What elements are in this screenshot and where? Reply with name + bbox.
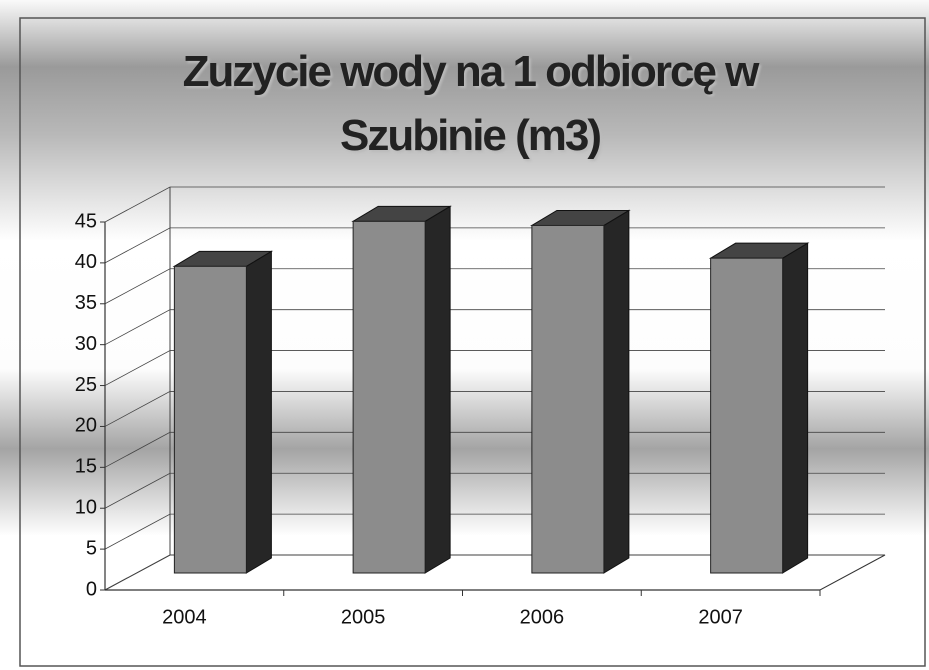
bar-front [352, 220, 426, 574]
y-tick-label: 45 [75, 210, 97, 232]
y-tick-label: 30 [75, 333, 97, 355]
grid-line [104, 431, 885, 468]
bar-side [782, 242, 809, 574]
grid-line [104, 472, 885, 509]
grid-line [104, 227, 885, 264]
grid-line [104, 309, 885, 346]
bar-front [173, 265, 247, 574]
bar [708, 242, 810, 574]
grid-line [104, 186, 885, 223]
y-tick-label: 0 [86, 578, 97, 600]
y-tick-label: 5 [86, 537, 97, 559]
bar-side [245, 250, 272, 574]
grid-line [104, 268, 885, 305]
bar-front [531, 224, 605, 574]
x-tick-label: 2004 [162, 606, 207, 628]
y-tick-label: 40 [75, 251, 97, 273]
bar [351, 205, 452, 574]
y-tick-label: 15 [75, 456, 97, 478]
x-tick-label: 2007 [698, 606, 743, 628]
bar [530, 209, 631, 574]
x-tick-label: 2006 [520, 606, 565, 628]
y-tick-label: 35 [75, 292, 97, 314]
grid-line [104, 350, 885, 386]
bar-side [603, 209, 630, 574]
bar-front [710, 257, 784, 574]
y-tick-label: 20 [75, 415, 97, 437]
y-tick-label: 10 [75, 497, 97, 519]
frame [19, 17, 926, 667]
y-tick-label: 25 [75, 374, 97, 396]
chart-title: Zuzycie wody na 1 odbiorcę w Szubinie (m… [182, 47, 760, 160]
grid-line [104, 513, 885, 550]
x-tick-label: 2005 [341, 606, 386, 628]
bar-side [424, 205, 451, 574]
grid-line [104, 391, 885, 427]
grid-line [104, 554, 885, 591]
bar [172, 250, 274, 574]
